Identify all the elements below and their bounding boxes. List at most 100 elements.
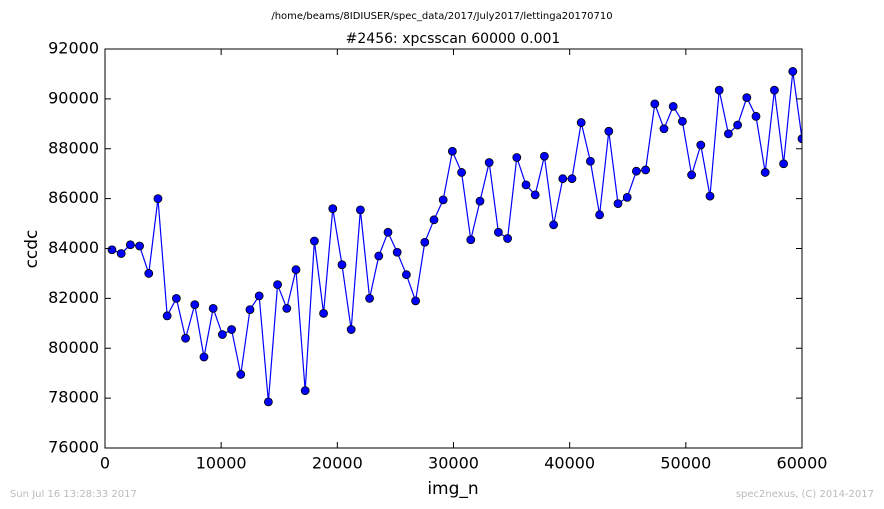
- suptitle: /home/beams/8IDIUSER/spec_data/2017/July…: [271, 11, 612, 22]
- marker: [116, 249, 126, 258]
- y-tick-label: 80000: [48, 338, 99, 357]
- marker: [125, 240, 135, 250]
- marker: [309, 236, 319, 246]
- x-tick-label: 40000: [544, 454, 595, 473]
- marker: [355, 205, 365, 215]
- x-axis-label: img_n: [427, 479, 478, 499]
- x-tick-label: 50000: [660, 454, 711, 473]
- marker: [613, 199, 623, 209]
- marker: [374, 251, 384, 261]
- y-axis-label: ccdc: [22, 230, 42, 269]
- y-tick-label: 82000: [48, 288, 99, 307]
- marker: [567, 174, 577, 184]
- marker: [181, 333, 190, 343]
- marker: [319, 308, 328, 318]
- x-tick-label: 60000: [777, 454, 828, 473]
- marker: [447, 146, 457, 156]
- marker: [208, 303, 218, 313]
- marker: [549, 220, 558, 230]
- y-tick-label: 92000: [48, 39, 99, 58]
- chart-title: #2456: xpcsscan 60000 0.001: [346, 31, 561, 47]
- marker: [659, 124, 669, 134]
- marker: [622, 192, 632, 202]
- marker: [254, 291, 264, 301]
- marker: [401, 270, 411, 280]
- marker: [171, 293, 181, 303]
- marker: [641, 165, 650, 175]
- marker: [687, 170, 696, 180]
- marker: [760, 168, 770, 177]
- marker: [788, 67, 798, 76]
- marker: [466, 235, 476, 245]
- marker: [521, 180, 531, 190]
- y-tick-label: 76000: [48, 438, 99, 457]
- series-line: [111, 71, 802, 402]
- marker: [705, 191, 715, 201]
- marker: [227, 325, 236, 334]
- marker: [144, 269, 154, 278]
- marker: [696, 140, 706, 150]
- marker: [245, 305, 255, 314]
- marker: [365, 293, 374, 303]
- marker: [291, 265, 301, 275]
- marker: [585, 156, 595, 166]
- marker: [199, 352, 209, 362]
- marker: [475, 196, 485, 206]
- x-tick-label: 10000: [196, 454, 247, 473]
- marker: [733, 120, 742, 130]
- marker: [723, 129, 733, 139]
- marker: [135, 241, 144, 251]
- marker: [769, 85, 779, 95]
- marker: [457, 168, 466, 177]
- marker: [162, 311, 172, 321]
- marker: [677, 116, 687, 126]
- marker: [484, 158, 494, 167]
- y-tick-label: 84000: [48, 238, 99, 257]
- marker: [558, 174, 568, 184]
- marker: [153, 194, 163, 204]
- marker: [346, 325, 356, 334]
- footer-date: Sun Jul 16 13:28:33 2017: [10, 489, 137, 500]
- marker: [429, 215, 439, 225]
- marker: [300, 386, 310, 396]
- y-tick-label: 86000: [48, 188, 99, 207]
- marker: [282, 303, 292, 313]
- x-tick-label: 20000: [312, 454, 363, 473]
- marker: [493, 227, 503, 237]
- marker: [411, 296, 420, 306]
- marker: [751, 111, 761, 121]
- marker: [668, 101, 678, 111]
- marker: [438, 195, 448, 205]
- marker: [530, 190, 540, 200]
- marker: [107, 245, 117, 255]
- marker: [217, 330, 227, 339]
- marker: [650, 99, 660, 109]
- x-tick-label: 0: [100, 454, 110, 473]
- marker: [236, 370, 246, 379]
- marker: [273, 280, 282, 290]
- marker: [190, 300, 200, 310]
- marker: [539, 151, 549, 161]
- plot-area: [107, 67, 802, 407]
- footer-credit: spec2nexus, (C) 2014-2017: [736, 489, 874, 500]
- marker: [742, 93, 752, 103]
- y-tick-label: 88000: [48, 138, 99, 157]
- y-tick-label: 78000: [48, 388, 99, 407]
- marker: [779, 159, 788, 169]
- marker: [595, 210, 604, 220]
- marker: [392, 247, 402, 257]
- marker: [512, 153, 522, 162]
- marker: [328, 204, 338, 214]
- y-tick-label: 90000: [48, 88, 99, 107]
- marker: [714, 85, 724, 95]
- marker: [631, 166, 641, 176]
- marker: [576, 118, 586, 127]
- marker: [383, 227, 393, 237]
- marker: [604, 126, 614, 136]
- marker: [420, 237, 430, 247]
- marker: [337, 260, 347, 270]
- marker: [503, 234, 512, 243]
- marker: [797, 134, 802, 144]
